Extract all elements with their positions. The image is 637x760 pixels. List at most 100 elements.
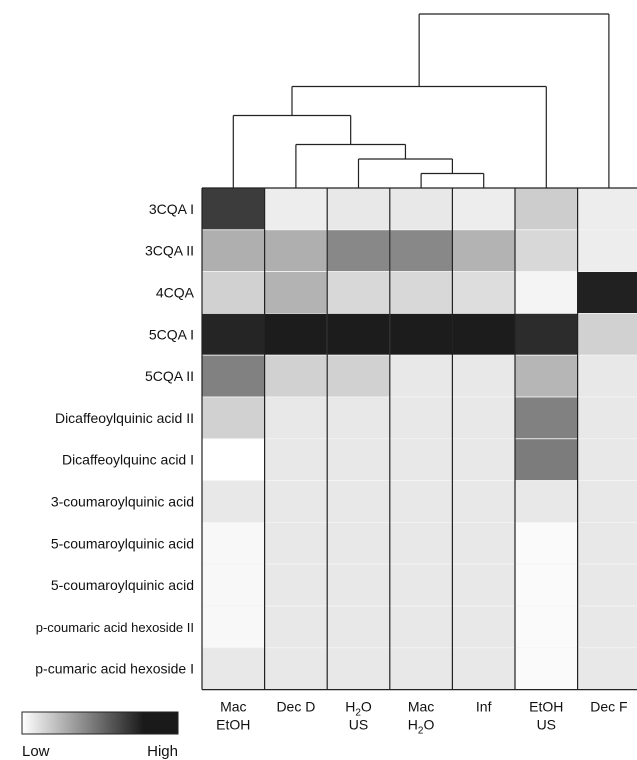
row-label: 5-coumaroylquinic acid — [51, 535, 194, 551]
heatmap-cell — [201, 522, 265, 565]
column-label: US — [349, 717, 368, 733]
heatmap-cell — [451, 480, 516, 523]
heatmap-cell — [451, 605, 516, 649]
heatmap-cell — [451, 396, 516, 440]
heatmap-cell — [326, 647, 391, 690]
heatmap-cell — [264, 480, 328, 523]
heatmap-cell — [451, 271, 516, 314]
heatmap-cell — [577, 271, 637, 314]
heatmap-cells — [201, 187, 637, 691]
column-label: Dec D — [276, 699, 315, 715]
heatmap-cell — [201, 354, 265, 398]
column-label: H2O — [345, 699, 372, 719]
heatmap-cell — [514, 563, 578, 607]
heatmap-cell — [451, 229, 516, 273]
column-label: Mac — [408, 699, 434, 715]
heatmap-cell — [326, 605, 391, 649]
row-label: 3CQA I — [149, 201, 194, 217]
heatmap-cell — [451, 522, 516, 565]
heatmap-cell — [264, 396, 328, 440]
column-label: EtOH — [216, 717, 250, 733]
heatmap-cell — [389, 563, 453, 607]
heatmap-cell — [514, 271, 578, 314]
heatmap-cell — [326, 229, 391, 273]
column-label: US — [537, 717, 556, 733]
column-label: Dec F — [590, 699, 627, 715]
row-label: p-coumaric acid hexoside II — [36, 620, 194, 635]
column-label: EtOH — [529, 699, 563, 715]
color-legend: Low High — [21, 711, 179, 760]
heatmap-cell — [451, 187, 516, 231]
column-label: Inf — [476, 699, 492, 715]
heatmap-cell — [389, 229, 453, 273]
heatmap-cell — [577, 438, 637, 481]
heatmap-cell — [326, 354, 391, 398]
heatmap-cell — [264, 312, 328, 356]
heatmap-cell — [514, 522, 578, 565]
heatmap-cell — [201, 396, 265, 440]
heatmap-cell — [514, 354, 578, 398]
heatmap-cell — [264, 438, 328, 481]
heatmap-cell — [577, 354, 637, 398]
heatmap-cell — [514, 480, 578, 523]
heatmap-cell — [514, 187, 578, 231]
heatmap-cell — [577, 480, 637, 523]
heatmap-cell — [514, 229, 578, 273]
heatmap-cell — [264, 563, 328, 607]
heatmap-cell — [451, 312, 516, 356]
heatmap-cell — [201, 647, 265, 690]
heatmap-cell — [326, 522, 391, 565]
legend-gradient-bar — [21, 711, 179, 735]
row-labels: 3CQA I 3CQA II 4CQA 5CQA I 5CQA II Dicaffeoyl… — [35, 201, 194, 677]
heatmap-cell — [389, 605, 453, 649]
heatmap-cell — [264, 647, 328, 690]
heatmap-cell — [326, 312, 391, 356]
row-label: p-cumaric acid hexoside I — [35, 661, 194, 677]
row-label: 4CQA — [156, 285, 195, 301]
heatmap-cell — [577, 187, 637, 231]
heatmap-cell — [389, 354, 453, 398]
column-label: Mac — [220, 699, 246, 715]
heatmap-cell — [514, 396, 578, 440]
heatmap-cell — [389, 522, 453, 565]
heatmap-cell — [326, 563, 391, 607]
column-dendrogram — [232, 13, 610, 188]
heatmap-cell — [264, 605, 328, 649]
heatmap-cell — [264, 354, 328, 398]
heatmap-cell — [577, 312, 637, 356]
heatmap-cell — [201, 229, 265, 273]
heatmap-cell — [577, 563, 637, 607]
column-label: H2O — [408, 717, 435, 737]
heatmap-cell — [577, 396, 637, 440]
heatmap-cell — [514, 438, 578, 481]
row-label: 3CQA II — [145, 243, 194, 259]
heatmap-cell — [577, 522, 637, 565]
heatmap-cell — [389, 396, 453, 440]
heatmap-cell — [201, 563, 265, 607]
heatmap-cell — [326, 396, 391, 440]
heatmap-cell — [201, 438, 265, 481]
heatmap-cell — [326, 438, 391, 481]
heatmap-cell — [389, 438, 453, 481]
heatmap-cell — [514, 312, 578, 356]
heatmap-cell — [514, 605, 578, 649]
row-label: 3-coumaroylquinic acid — [51, 494, 194, 510]
heatmap-cell — [451, 438, 516, 481]
row-label: Dicaffeoylquinic acid II — [55, 410, 194, 426]
heatmap-cell — [201, 312, 265, 356]
heatmap-cell — [577, 647, 637, 690]
heatmap-cell — [264, 187, 328, 231]
row-label: Dicaffeoylquinc acid I — [62, 452, 194, 468]
heatmap-cell — [201, 480, 265, 523]
heatmap-cell — [389, 312, 453, 356]
row-label: 5CQA I — [149, 326, 194, 342]
heatmap-cell — [201, 605, 265, 649]
heatmap-cell — [389, 271, 453, 314]
legend-low-label: Low — [22, 743, 50, 760]
heatmap-cell — [264, 522, 328, 565]
heatmap-cell — [577, 229, 637, 273]
row-label: 5CQA II — [145, 368, 194, 384]
heatmap-cell — [264, 271, 328, 314]
